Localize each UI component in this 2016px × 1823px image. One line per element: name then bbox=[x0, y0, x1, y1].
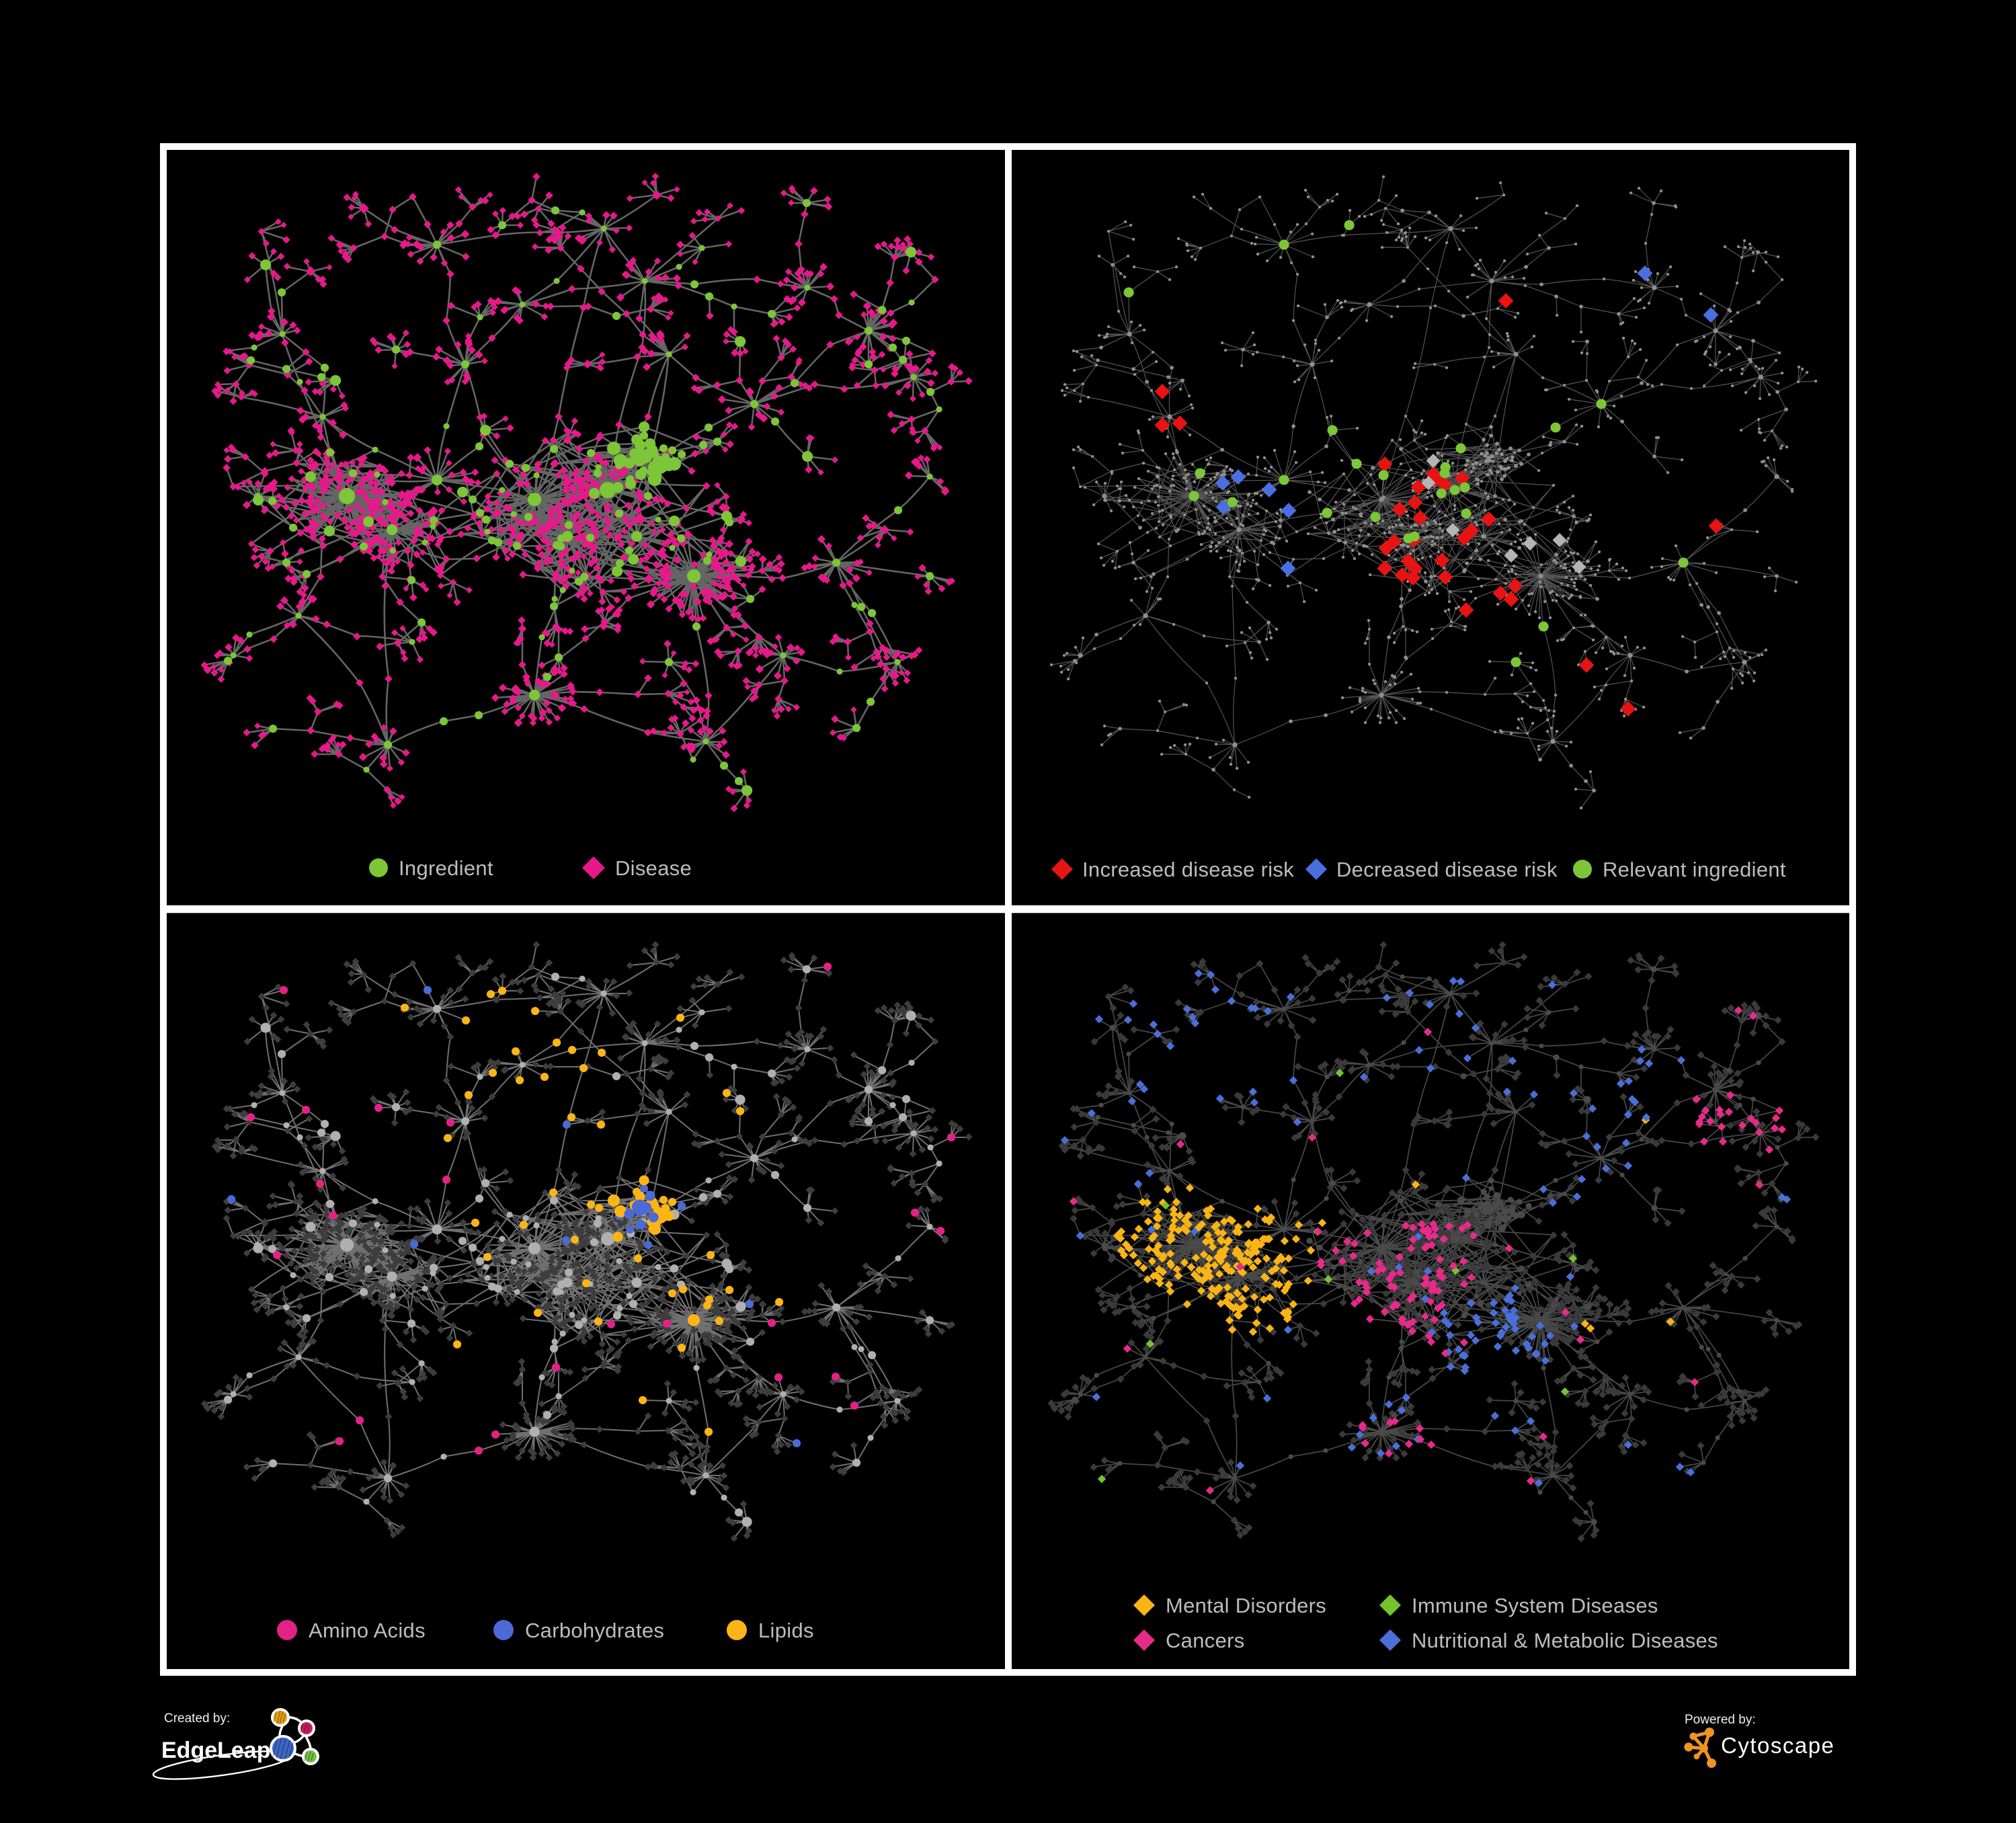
svg-text:Decreased disease risk: Decreased disease risk bbox=[1336, 858, 1558, 881]
svg-text:Powered by:: Powered by: bbox=[1685, 1713, 1756, 1727]
svg-text:Nutritional & Metabolic Diseas: Nutritional & Metabolic Diseases bbox=[1412, 1629, 1718, 1652]
svg-text:Cytoscape: Cytoscape bbox=[1721, 1733, 1834, 1758]
svg-text:Relevant ingredient: Relevant ingredient bbox=[1603, 858, 1786, 881]
svg-text:Lipids: Lipids bbox=[758, 1619, 814, 1642]
svg-text:Mental Disorders: Mental Disorders bbox=[1166, 1594, 1326, 1617]
svg-text:Cancers: Cancers bbox=[1166, 1629, 1245, 1652]
svg-text:Immune System Diseases: Immune System Diseases bbox=[1412, 1594, 1658, 1617]
svg-text:Amino Acids: Amino Acids bbox=[309, 1619, 426, 1642]
svg-text:Disease: Disease bbox=[615, 856, 692, 880]
svg-text:Created by:: Created by: bbox=[164, 1711, 230, 1726]
svg-text:Increased disease risk: Increased disease risk bbox=[1082, 858, 1294, 881]
svg-text:Ingredient: Ingredient bbox=[399, 856, 493, 880]
svg-text:Carbohydrates: Carbohydrates bbox=[525, 1619, 664, 1642]
svg-text:EdgeLeap: EdgeLeap bbox=[161, 1738, 270, 1763]
